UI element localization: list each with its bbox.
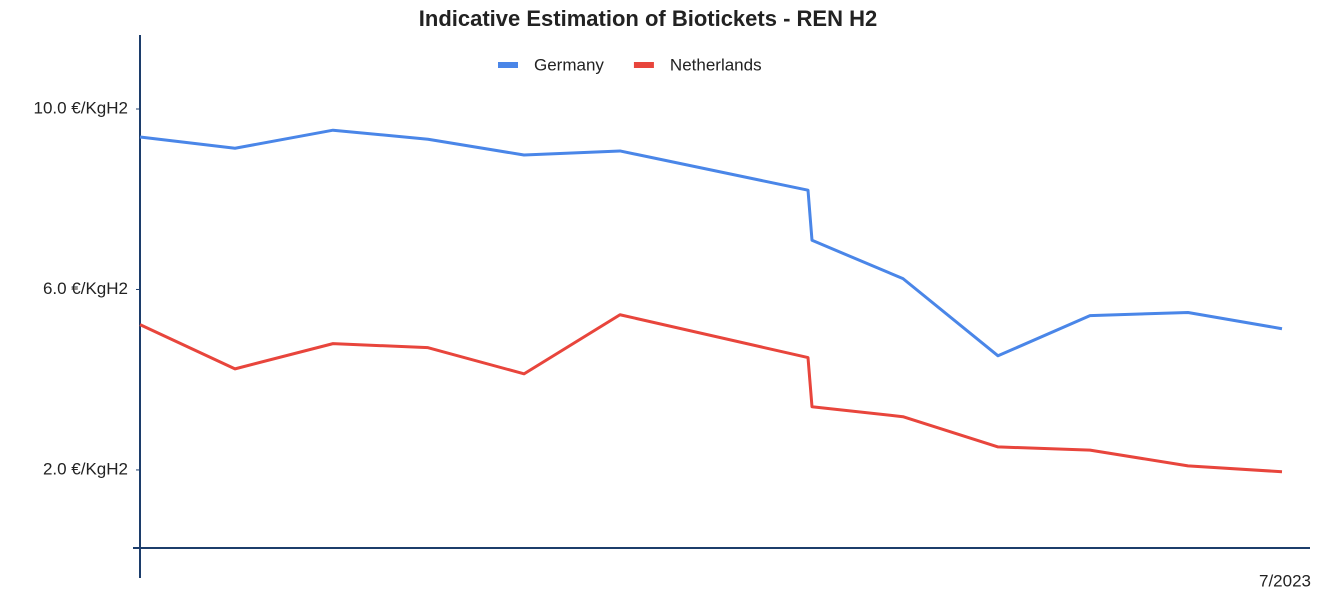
y-tick-label: 10.0 €/KgH2 <box>33 98 128 117</box>
y-tick-label: 6.0 €/KgH2 <box>43 279 128 298</box>
legend-label: Netherlands <box>670 55 762 74</box>
line-series <box>139 128 1283 358</box>
x-tick-label: 7/2023 <box>1259 571 1311 590</box>
legend-swatch <box>633 62 654 68</box>
chart-title: Indicative Estimation of Biotickets - RE… <box>419 6 877 31</box>
legend-label: Germany <box>534 55 604 74</box>
y-tick-label: 2.0 €/KgH2 <box>43 459 128 478</box>
line-series <box>139 313 1283 474</box>
legend-swatch <box>498 62 518 68</box>
